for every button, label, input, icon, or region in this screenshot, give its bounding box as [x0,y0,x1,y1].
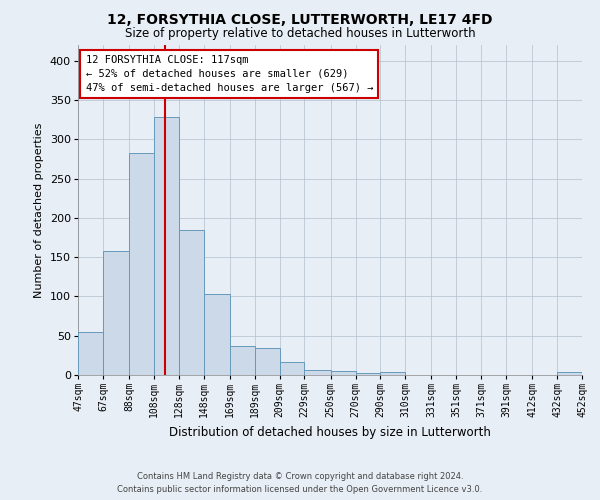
Bar [103,251,129,375]
Text: 12 FORSYTHIA CLOSE: 117sqm
← 52% of detached houses are smaller (629)
47% of sem: 12 FORSYTHIA CLOSE: 117sqm ← 52% of deta… [86,55,373,93]
Bar [557,372,582,375]
Bar [356,372,380,375]
X-axis label: Distribution of detached houses by size in Lutterworth: Distribution of detached houses by size … [169,426,491,438]
Bar [230,346,255,375]
Y-axis label: Number of detached properties: Number of detached properties [34,122,44,298]
Bar [154,118,179,375]
Text: Size of property relative to detached houses in Lutterworth: Size of property relative to detached ho… [125,28,475,40]
Bar [380,372,405,375]
Bar [304,370,331,375]
Bar [280,362,304,375]
Text: 12, FORSYTHIA CLOSE, LUTTERWORTH, LE17 4FD: 12, FORSYTHIA CLOSE, LUTTERWORTH, LE17 4… [107,12,493,26]
Bar [78,332,103,375]
Text: Contains HM Land Registry data © Crown copyright and database right 2024.
Contai: Contains HM Land Registry data © Crown c… [118,472,482,494]
Bar [331,371,356,375]
Bar [203,294,230,375]
Bar [179,230,203,375]
Bar [255,348,280,375]
Bar [129,152,154,375]
